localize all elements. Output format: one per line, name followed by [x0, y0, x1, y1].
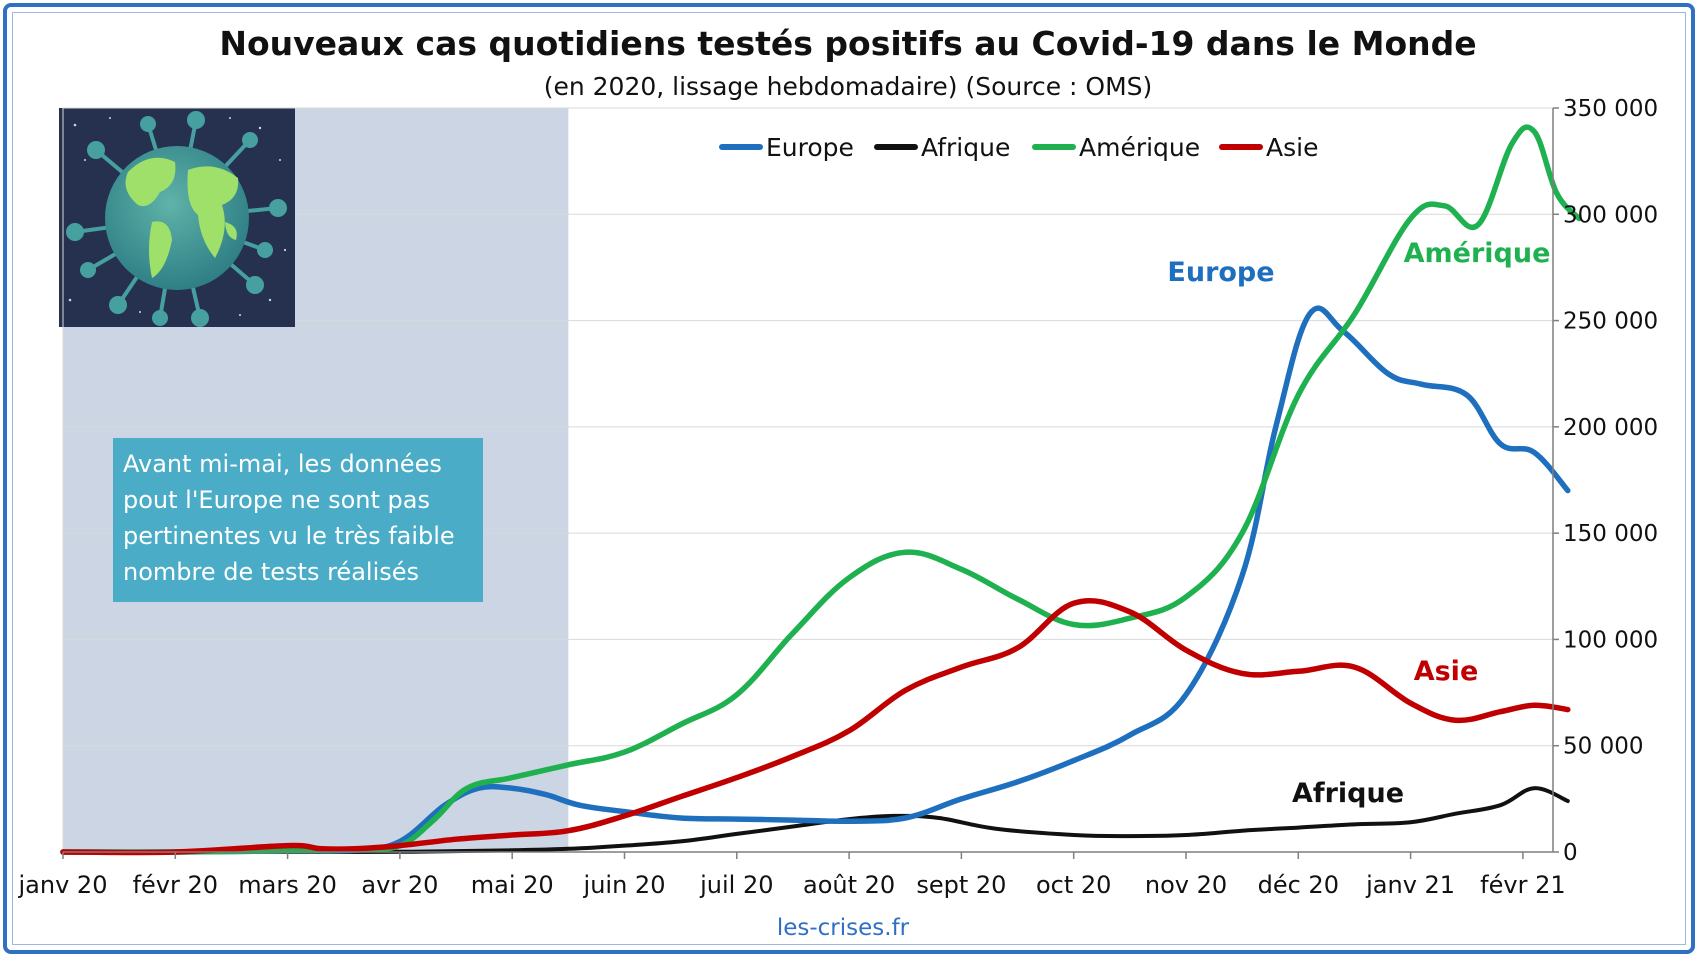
- chart-subtitle: (en 2020, lissage hebdomadaire) (Source …: [544, 72, 1153, 101]
- x-tick-label: mars 20: [238, 871, 337, 899]
- x-tick-label: févr 20: [133, 871, 218, 899]
- x-tick-label: juil 20: [699, 871, 773, 899]
- y-tick-label: 250 000: [1563, 309, 1658, 335]
- legend-label: Amérique: [1079, 133, 1200, 162]
- annotation-text: Avant mi-mai, les données pout l'Europe …: [123, 450, 455, 586]
- series-line-amerique: [60, 124, 1582, 855]
- annotation-box: Avant mi-mai, les données pout l'Europe …: [113, 438, 483, 602]
- x-tick-label: avr 20: [361, 871, 438, 899]
- y-tick-label: 0: [1563, 840, 1578, 866]
- series-line-asie: [60, 597, 1571, 856]
- x-tick-label: janv 20: [18, 871, 108, 899]
- series-label: Amérique: [1404, 238, 1551, 269]
- x-tick-label: déc 20: [1258, 871, 1339, 899]
- x-tick-label: sept 20: [916, 871, 1006, 899]
- x-tick-label: nov 20: [1145, 871, 1227, 899]
- x-tick-label: oct 20: [1036, 871, 1111, 899]
- x-tick-label: févr 21: [1480, 871, 1565, 899]
- series-labels: Europe Afrique Amérique Asie: [1167, 238, 1550, 809]
- legend-label: Afrique: [921, 133, 1010, 162]
- series-label: Asie: [1414, 656, 1479, 687]
- y-tick-label: 100 000: [1563, 627, 1658, 653]
- axes: 0 50 000 100 000 150 000 200 000 250 000 300 0…: [18, 96, 1659, 899]
- series-line-europe: [60, 305, 1571, 855]
- legend-label: Asie: [1266, 133, 1318, 162]
- virus-globe-image: [59, 108, 295, 327]
- y-tick-label: 200 000: [1563, 415, 1658, 441]
- chart-title: Nouveaux cas quotidiens testés positifs …: [219, 24, 1476, 63]
- y-tick-label: 150 000: [1563, 521, 1658, 547]
- series-label: Afrique: [1292, 778, 1404, 809]
- x-tick-label: janv 21: [1365, 871, 1455, 899]
- source-credit: les-crises.fr: [777, 915, 910, 941]
- legend: Europe Afrique Amérique Asie: [719, 133, 1318, 162]
- x-tick-label: juin 20: [583, 871, 666, 899]
- y-tick-label: 300 000: [1563, 202, 1658, 228]
- chart-inner-border: [12, 12, 1686, 945]
- series-label: Europe: [1167, 257, 1274, 288]
- x-tick-label: mai 20: [471, 871, 554, 899]
- y-tick-label: 50 000: [1563, 734, 1643, 760]
- x-tick-label: août 20: [803, 871, 895, 899]
- legend-label: Europe: [766, 133, 854, 162]
- y-tick-label: 350 000: [1563, 96, 1658, 122]
